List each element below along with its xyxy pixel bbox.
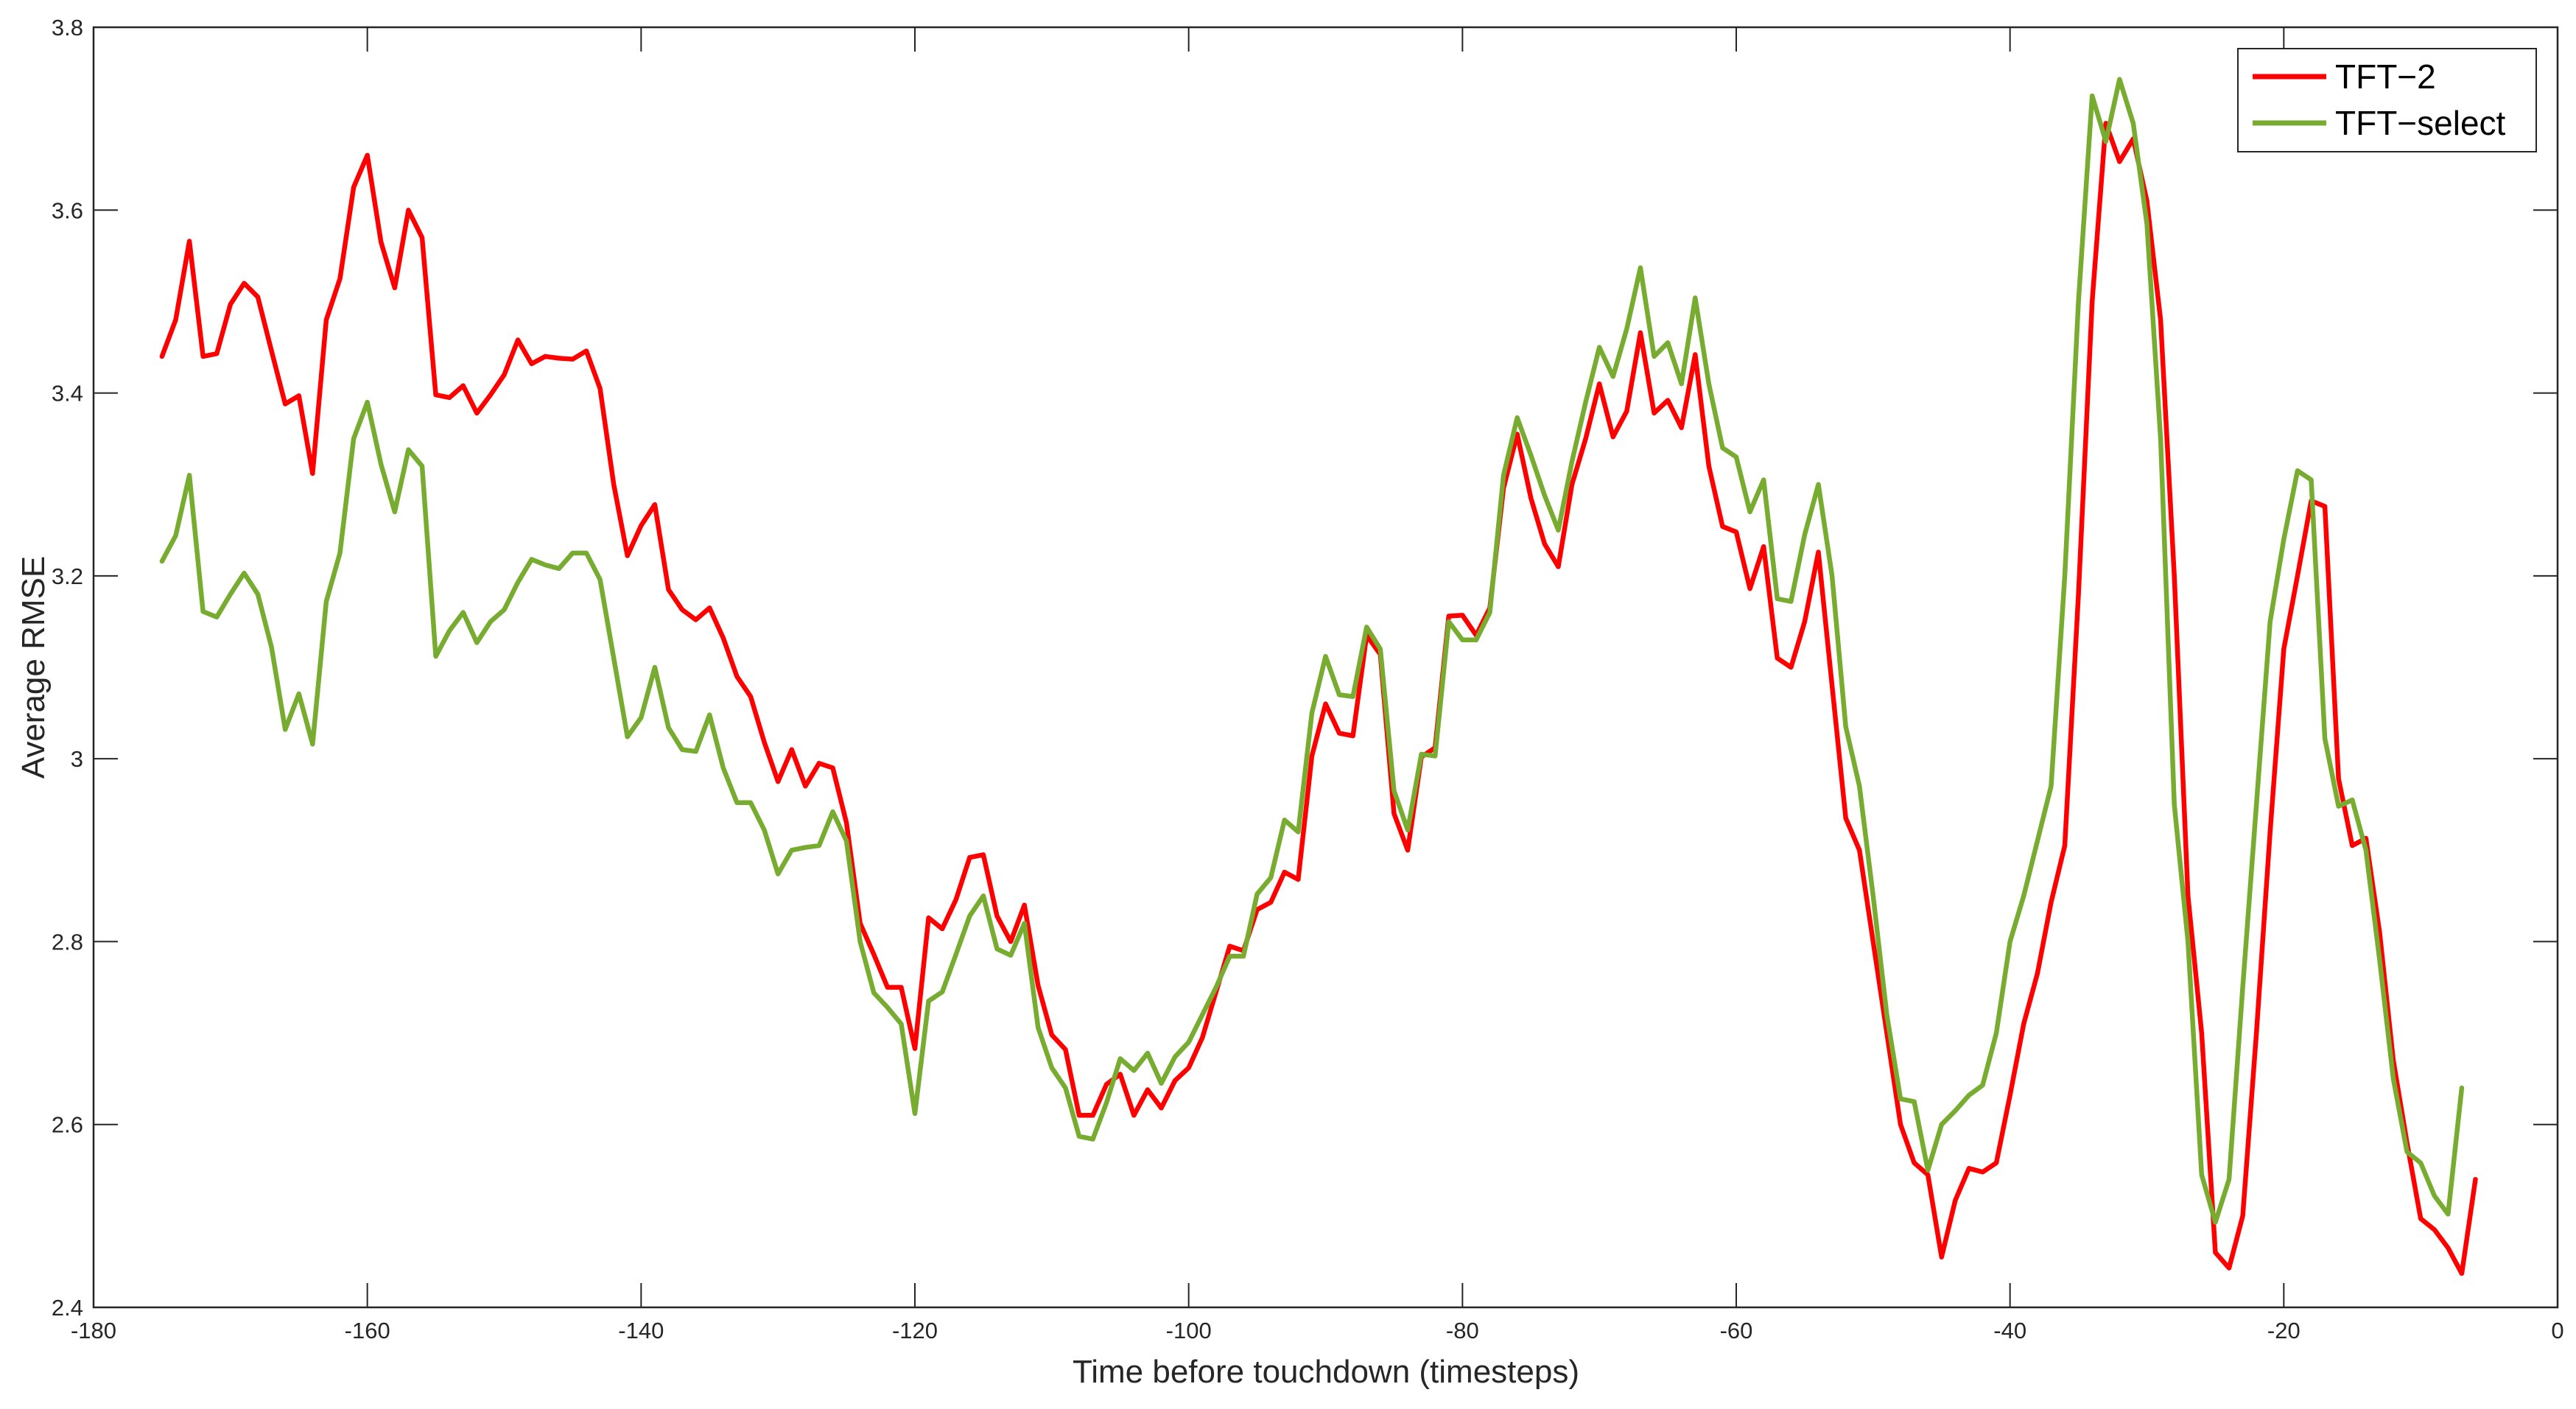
x-tick-label: -140 (618, 1318, 664, 1343)
plot-area (94, 27, 2558, 1307)
series-line-0 (159, 121, 2478, 1276)
y-tick-label: 2.6 (52, 1112, 83, 1138)
legend: TFT−2 TFT−select (2237, 48, 2537, 152)
y-axis-title: Average RMSE (15, 556, 52, 779)
x-tick-label: -120 (892, 1318, 938, 1343)
tick-labels-layer: -180 -160 -140 -120 -100 -80 -60 -40 -20 0 2.4 2.6 2… (52, 15, 2564, 1343)
x-tick-label: -20 (2267, 1318, 2300, 1343)
legend-box (2237, 48, 2537, 152)
y-tick-label: 3.8 (52, 15, 83, 41)
x-tick-label: -80 (1446, 1318, 1479, 1343)
y-tick-label: 3.6 (52, 197, 83, 223)
x-tick-label: -100 (1166, 1318, 1212, 1343)
y-tick-label: 2.4 (52, 1295, 83, 1321)
y-tick-label: 3 (71, 746, 83, 772)
x-tick-label: -60 (1720, 1318, 1753, 1343)
ticks-layer (93, 27, 2558, 1308)
series-line-1 (159, 77, 2465, 1225)
legend-label-tft-2: TFT−2 (2335, 57, 2436, 96)
x-tick-label: -180 (71, 1318, 116, 1343)
y-tick-label: 3.2 (52, 563, 83, 589)
x-tick-label: -40 (1993, 1318, 2026, 1343)
y-tick-label: 2.8 (52, 929, 83, 955)
axes-box (92, 26, 2559, 1309)
x-tick-label: 0 (2551, 1318, 2563, 1343)
x-axis-title: Time before touchdown (timesteps) (1073, 1354, 1579, 1390)
x-tick-label: -160 (345, 1318, 390, 1343)
legend-label-tft-select: TFT−select (2335, 104, 2506, 142)
y-tick-label: 3.4 (52, 381, 83, 407)
series-layer (159, 77, 2478, 1276)
